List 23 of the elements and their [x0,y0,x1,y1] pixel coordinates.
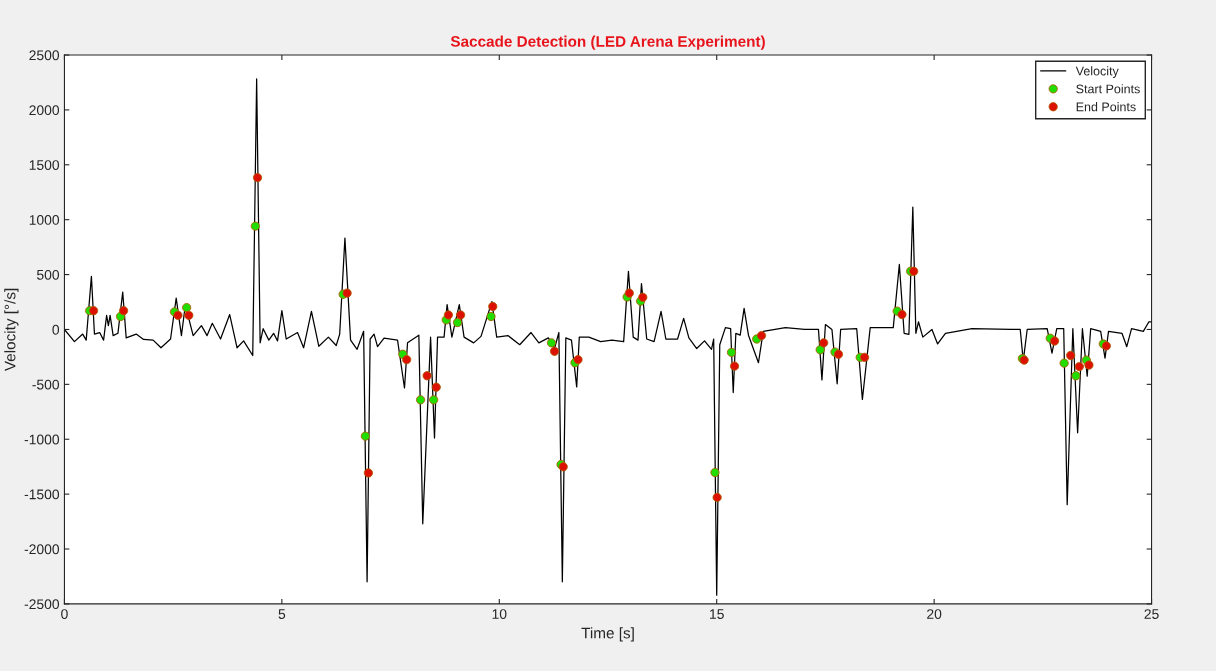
x-axis-title: Time [s] [581,627,634,642]
y-axis-title: Velocity [°/s] [4,288,19,372]
x-tick-label: 20 [927,609,942,619]
legend-label: End Points [1076,102,1136,112]
y-tick-label: 1500 [29,160,60,170]
y-tick-label: -1000 [24,434,60,445]
chart-title: Saccade Detection (LED Arena Experiment) [450,35,765,50]
y-tick-label: 1000 [29,215,60,225]
y-tick-label: -2500 [24,599,60,610]
y-tick-label: 2500 [29,50,60,61]
x-tick-label: 15 [710,609,724,619]
y-tick-label: -1500 [24,489,60,500]
legend-label: Start Points [1076,84,1140,94]
y-tick-label: 0 [52,324,60,335]
y-tick-label: 2000 [29,105,60,116]
x-tick-label: 0 [61,609,68,619]
y-tick-label: -2000 [24,544,60,555]
x-tick-label: 5 [278,609,286,619]
y-tick-label: 500 [36,269,60,280]
y-tick-label: -500 [32,379,60,390]
x-tick-label: 10 [492,609,507,619]
x-tick-label: 25 [1144,609,1159,619]
legend-label: Velocity [1075,66,1119,78]
